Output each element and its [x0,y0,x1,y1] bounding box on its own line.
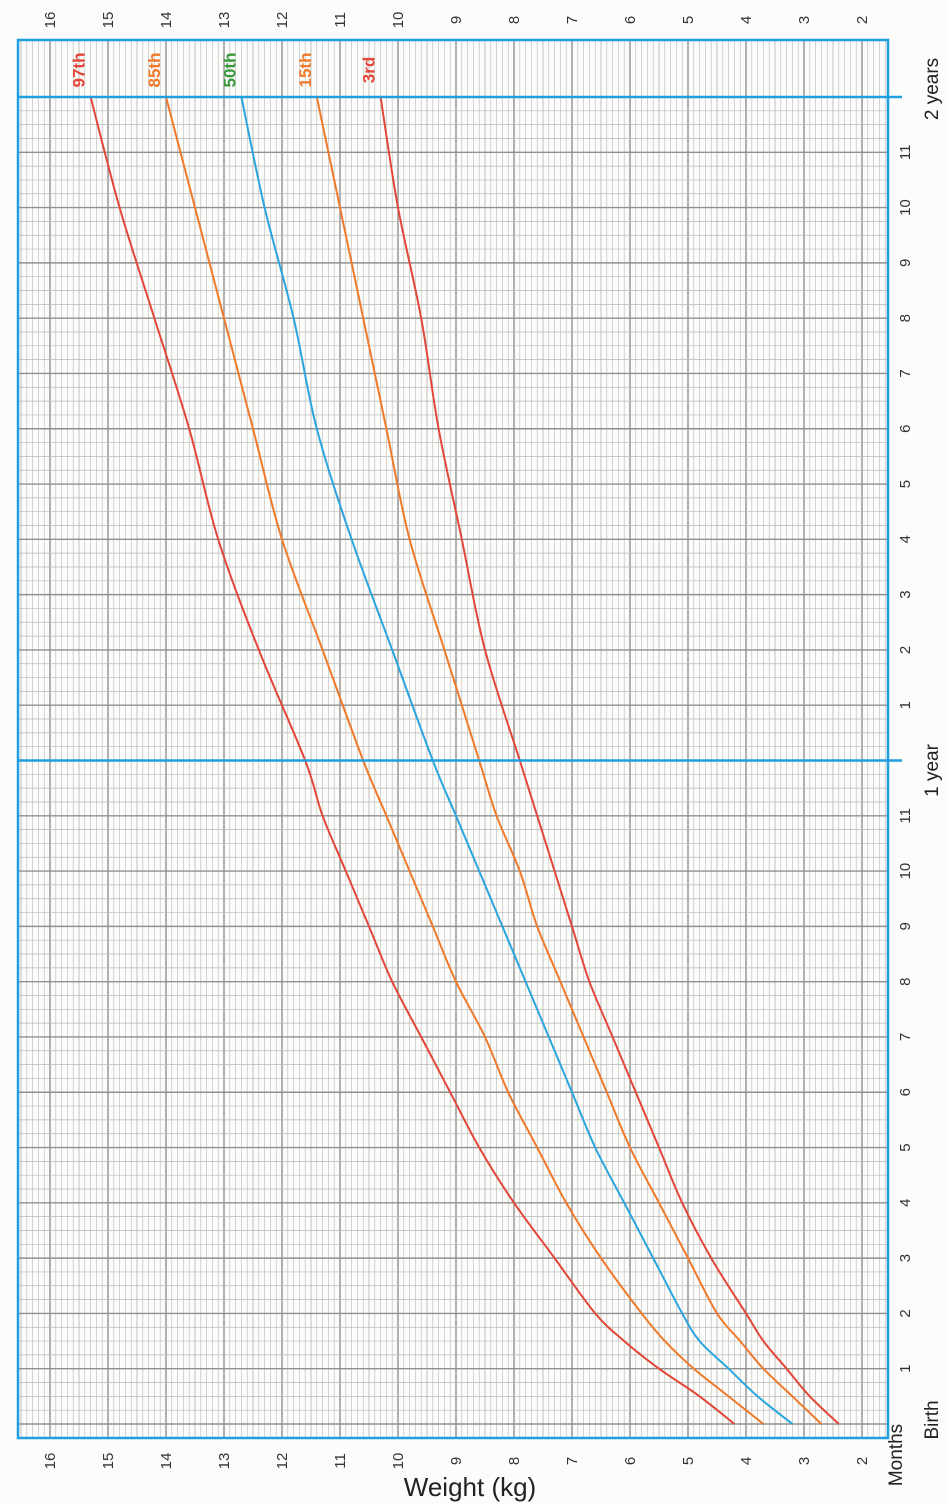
x-tick-label: 2 [897,1309,914,1317]
y-tick-label-bottom: 10 [390,1453,407,1470]
x-tick-label: 11 [897,145,914,161]
y-tick-label-top: 13 [216,12,233,29]
series-label-50th: 50th [220,53,239,88]
y-tick-label-bottom: 4 [738,1457,755,1465]
y-tick-label-bottom: 15 [100,1453,117,1470]
y-tick-label-top: 3 [796,16,813,24]
x-axis-caption: Months [886,1424,907,1486]
x-tick-label: 7 [897,1033,914,1041]
series-label-97th: 97th [70,53,89,88]
x-tick-label: 2 years [922,58,943,120]
y-tick-label-bottom: 16 [42,1453,59,1470]
x-tick-label: 4 [897,535,914,543]
x-tick-label: 1 year [922,743,943,796]
x-tick-label: 9 [897,259,914,267]
series-label-3rd: 3rd [360,57,379,83]
x-tick-label: 7 [897,369,914,377]
x-tick-label: 11 [897,808,914,824]
y-tick-label-top: 9 [448,16,465,24]
y-tick-label-top: 11 [332,12,349,28]
y-tick-label-bottom: 2 [854,1457,871,1465]
series-label-15th: 15th [296,53,315,88]
x-tick-label: 10 [897,863,914,880]
x-tick-label: 3 [897,1254,914,1262]
x-tick-label: 2 [897,646,914,654]
series-line-50th [240,96,794,1425]
y-tick-label-top: 4 [738,16,755,24]
x-tick-label: 4 [897,1199,914,1207]
y-tick-label-top: 2 [854,16,871,24]
series-label-85th: 85th [145,53,164,88]
y-tick-label-bottom: 3 [796,1457,813,1465]
y-tick-label-bottom: 7 [564,1457,581,1465]
x-tick-label: 6 [897,425,914,433]
axis-ticks: 2233445566778899101011111212131314141515… [42,12,943,1470]
x-tick-label: 1 [897,1365,914,1373]
x-tick-label: 6 [897,1088,914,1096]
y-tick-label-top: 8 [506,16,523,24]
series-line-15th [315,96,823,1425]
y-tick-label-bottom: 12 [274,1453,291,1470]
y-tick-label-bottom: 11 [332,1453,349,1469]
y-tick-label-bottom: 14 [158,1453,175,1470]
x-tick-label: 8 [897,977,914,985]
y-tick-label-top: 7 [564,16,581,24]
x-tick-label: 8 [897,314,914,322]
y-tick-label-bottom: 13 [216,1453,233,1470]
frame-border [16,38,890,1440]
y-tick-label-top: 6 [622,16,639,24]
y-tick-label-top: 10 [390,12,407,29]
y-tick-label-bottom: 6 [622,1457,639,1465]
percentile-lines [89,96,840,1425]
y-tick-label-top: 5 [680,16,697,24]
x-tick-label: 1 [897,701,914,709]
y-tick-label-top: 12 [274,12,291,29]
x-tick-label: 3 [897,590,914,598]
y-tick-label-bottom: 5 [680,1457,697,1465]
chart-frame [16,38,902,1440]
percentile-labels: 97th 85th 50th 15th 3rd [70,53,379,88]
y-tick-label-top: 14 [158,12,175,29]
x-tick-label: 9 [897,922,914,930]
x-tick-label: 5 [897,480,914,488]
series-line-85th [165,96,765,1425]
y-tick-label-bottom: 8 [506,1457,523,1465]
series-line-97th [89,96,736,1425]
grid [18,40,888,1438]
x-tick-label: 10 [897,199,914,216]
y-tick-label-top: 15 [100,12,117,29]
series-line-3rd [379,96,840,1425]
x-tick-label: 5 [897,1143,914,1151]
x-tick-label: Birth [922,1400,943,1439]
y-axis-title: Weight (kg) [404,1472,536,1502]
y-tick-label-top: 16 [42,12,59,29]
y-tick-label-bottom: 9 [448,1457,465,1465]
